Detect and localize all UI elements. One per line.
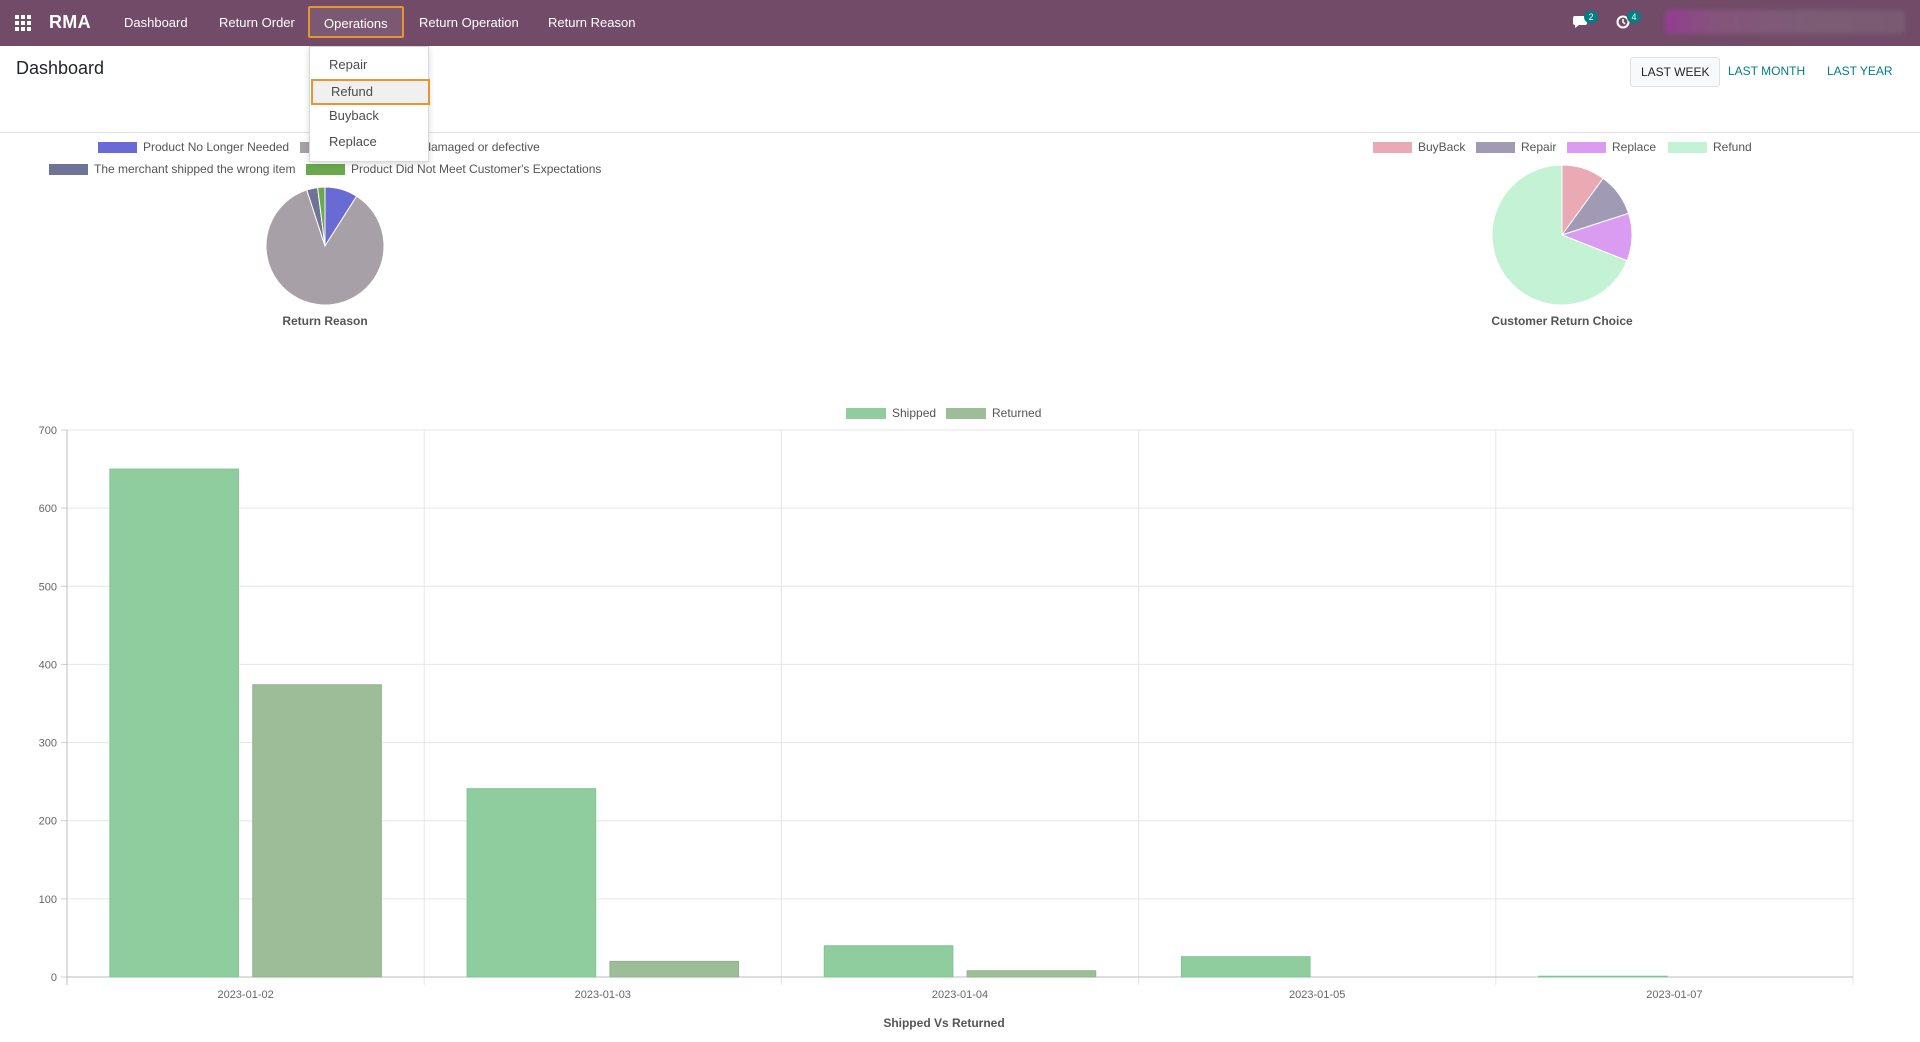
user-menu-avatar[interactable]	[1665, 10, 1905, 34]
y-tick-label: 500	[39, 581, 57, 593]
apps-menu-icon[interactable]	[15, 15, 32, 31]
legend-label[interactable]: Refund	[1713, 140, 1752, 154]
bar-shipped[interactable]	[1538, 975, 1668, 978]
nav-return-reason[interactable]: Return Reason	[548, 15, 636, 30]
chat-bubble-icon	[1573, 16, 1587, 28]
y-tick-label: 400	[39, 659, 57, 671]
bar-shipped[interactable]	[466, 788, 597, 978]
legend-swatch[interactable]	[98, 142, 137, 153]
legend-label[interactable]: Returned	[992, 406, 1041, 420]
bar-legend: Shipped Returned	[846, 406, 1041, 420]
legend-swatch[interactable]	[1476, 142, 1515, 153]
bar-shipped[interactable]	[109, 468, 239, 978]
x-tick-label: 2023-01-03	[575, 989, 631, 1001]
x-tick-label: 2023-01-02	[217, 989, 273, 1001]
legend-swatch[interactable]	[946, 408, 986, 419]
messages-icon[interactable]: 2	[1573, 11, 1598, 29]
y-tick-label: 600	[39, 503, 57, 515]
page-title: Dashboard	[16, 58, 105, 78]
legend-label[interactable]: BuyBack	[1418, 140, 1466, 154]
return-choice-title: Customer Return Choice	[1491, 314, 1633, 328]
legend-label[interactable]: Product Did Not Meet Customer's Expectat…	[351, 162, 602, 176]
return-choice-pie	[1491, 164, 1633, 306]
clock-icon	[1616, 15, 1630, 29]
x-tick-label: 2023-01-05	[1289, 989, 1345, 1001]
return-reason-pie-slice[interactable]	[317, 186, 326, 247]
legend-label[interactable]: The merchant shipped the wrong item	[94, 162, 296, 176]
legend-label[interactable]: Product No Longer Needed	[143, 140, 290, 154]
y-tick-label: 200	[39, 816, 57, 828]
last-year-button[interactable]: LAST YEAR	[1827, 64, 1893, 78]
top-navbar: RMA Dashboard Return Order Operations Re…	[0, 0, 1920, 46]
menu-item-buyback[interactable]: Buyback	[329, 108, 379, 123]
menu-item-repair[interactable]: Repair	[329, 57, 368, 72]
activities-icon[interactable]: 4	[1616, 11, 1641, 29]
y-tick-label: 300	[39, 738, 57, 750]
nav-return-order[interactable]: Return Order	[219, 15, 295, 30]
bar-returned[interactable]	[252, 684, 382, 978]
legend-swatch[interactable]	[306, 164, 345, 175]
legend-label[interactable]: Replace	[1612, 140, 1657, 154]
operations-dropdown: Repair Refund Buyback Replace	[309, 46, 430, 162]
legend-swatch[interactable]	[1373, 142, 1412, 153]
last-week-button[interactable]: LAST WEEK	[1630, 57, 1721, 87]
legend-label[interactable]: Repair	[1521, 140, 1557, 154]
menu-item-replace[interactable]: Replace	[329, 134, 377, 149]
shipped-vs-returned-chart: Shipped Returned 0 100 200 300 400 500 600 700 202…	[39, 406, 1854, 1030]
activities-badge: 4	[1627, 11, 1641, 23]
legend-swatch[interactable]	[1668, 142, 1707, 153]
legend-swatch[interactable]	[846, 408, 886, 419]
messages-badge: 2	[1584, 11, 1598, 23]
bar-returned[interactable]	[966, 970, 1097, 978]
legend-label[interactable]: Shipped	[892, 406, 936, 420]
return-reason-pie	[265, 186, 385, 306]
y-tick-label: 0	[51, 972, 57, 984]
nav-dashboard[interactable]: Dashboard	[124, 15, 188, 30]
y-tick-label: 100	[39, 894, 57, 906]
nav-return-operation[interactable]: Return Operation	[419, 15, 519, 30]
legend-swatch[interactable]	[1567, 142, 1606, 153]
app-brand[interactable]: RMA	[49, 12, 91, 32]
y-tick-label: 700	[39, 425, 57, 437]
x-tick-label: 2023-01-07	[1646, 989, 1702, 1001]
bar-shipped[interactable]	[1180, 956, 1311, 978]
control-panel: Dashboard LAST WEEK LAST MONTH LAST YEAR	[0, 46, 1920, 133]
x-tick-label: 2023-01-04	[932, 989, 988, 1001]
return-reason-title: Return Reason	[282, 314, 368, 328]
menu-item-refund[interactable]: Refund	[311, 79, 430, 105]
return-choice-pie-slice[interactable]	[1491, 164, 1628, 306]
chart-title: Shipped Vs Returned	[883, 1016, 1004, 1030]
last-month-button[interactable]: LAST MONTH	[1728, 64, 1806, 78]
legend-label[interactable]: s damaged or defective	[415, 140, 540, 154]
bar-shipped[interactable]	[823, 945, 954, 978]
legend-swatch[interactable]	[49, 164, 88, 175]
bar-returned[interactable]	[609, 960, 740, 978]
return-reason-pie-slice[interactable]	[265, 189, 385, 306]
nav-operations[interactable]: Operations	[308, 6, 404, 38]
